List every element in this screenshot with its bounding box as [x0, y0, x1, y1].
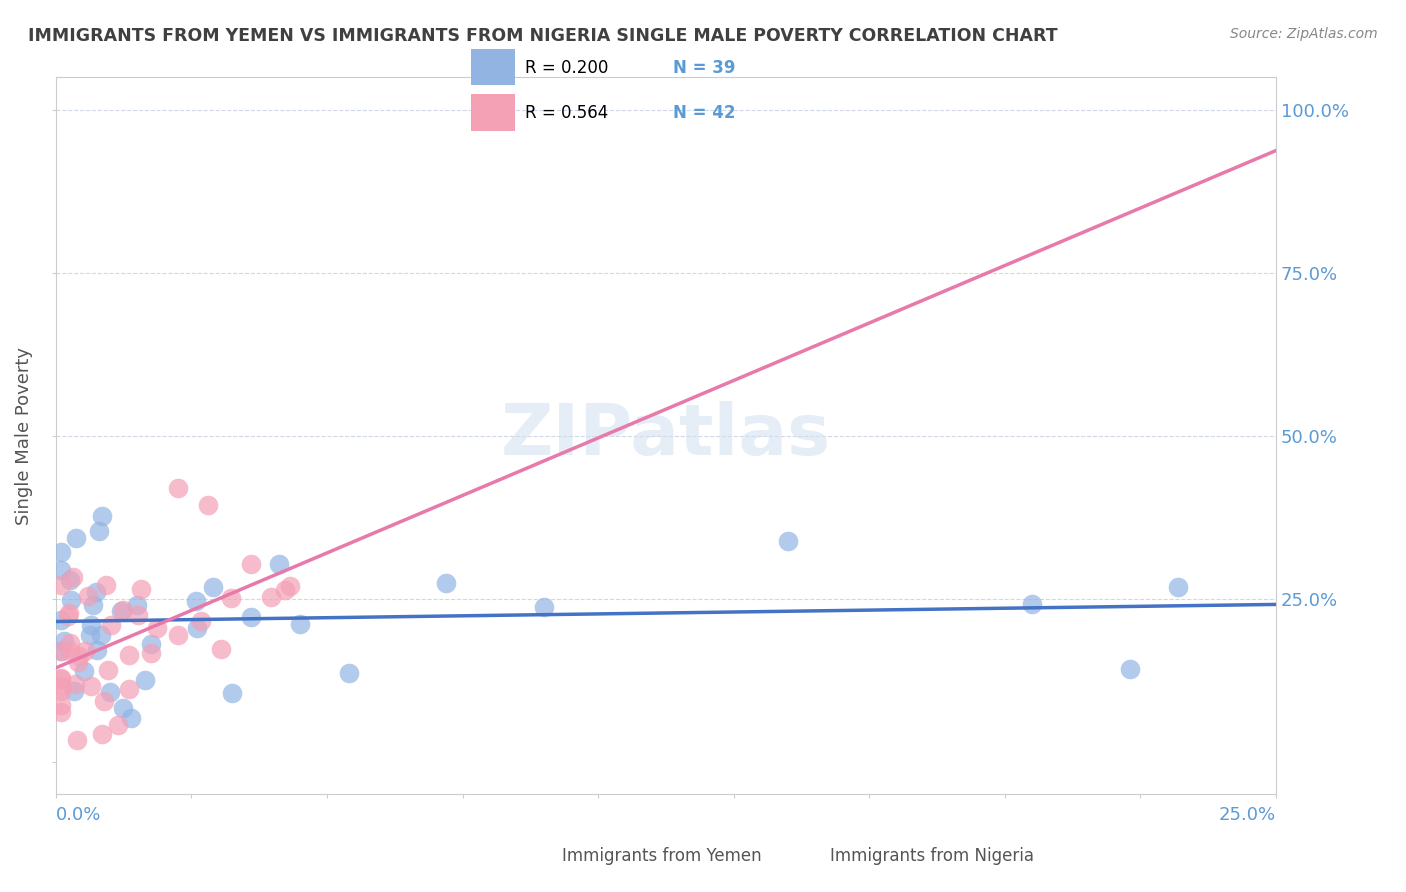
Point	[269, 557, 291, 571]
Point	[62, 570, 84, 584]
Point	[49, 644, 72, 658]
Point	[209, 642, 232, 657]
Point	[49, 672, 72, 686]
Point	[97, 663, 120, 677]
Text: R = 0.564: R = 0.564	[524, 104, 607, 122]
Point	[259, 590, 281, 604]
Point	[66, 655, 89, 669]
Point	[118, 648, 141, 662]
Point	[776, 534, 799, 549]
Point	[49, 563, 72, 577]
Point	[49, 545, 72, 559]
Text: Immigrants from Nigeria: Immigrants from Nigeria	[830, 847, 1033, 865]
Point	[49, 578, 72, 592]
Point	[240, 557, 263, 571]
Point	[434, 576, 457, 591]
Point	[49, 679, 72, 693]
Point	[56, 609, 79, 624]
Point	[82, 599, 104, 613]
Point	[90, 628, 112, 642]
Bar	[471, 94, 515, 130]
Point	[63, 676, 86, 690]
Point	[49, 698, 72, 712]
Point	[98, 685, 121, 699]
Text: N = 42: N = 42	[673, 104, 735, 122]
Point	[118, 681, 141, 696]
Point	[190, 615, 212, 629]
Text: 0.0%: 0.0%	[56, 806, 101, 824]
Text: R = 0.200: R = 0.200	[524, 59, 607, 77]
Point	[134, 673, 156, 687]
Point	[60, 593, 83, 607]
Point	[186, 621, 208, 635]
Point	[288, 616, 311, 631]
Point	[1167, 580, 1189, 594]
Point	[139, 646, 162, 660]
Point	[73, 664, 96, 678]
Point	[49, 644, 72, 658]
Text: 25.0%: 25.0%	[1219, 806, 1277, 824]
Point	[201, 580, 224, 594]
Text: Source: ZipAtlas.com: Source: ZipAtlas.com	[1230, 27, 1378, 41]
Point	[59, 644, 82, 658]
Point	[59, 636, 82, 650]
Point	[221, 686, 243, 700]
Point	[274, 583, 297, 598]
Point	[49, 705, 72, 719]
Point	[533, 599, 555, 614]
Point	[110, 604, 132, 618]
Point	[166, 628, 188, 642]
Point	[167, 481, 190, 495]
Point	[76, 589, 98, 603]
Point	[107, 718, 129, 732]
Point	[86, 642, 108, 657]
Point	[89, 524, 111, 538]
Point	[278, 579, 301, 593]
Point	[141, 637, 163, 651]
Point	[127, 598, 149, 612]
Point	[337, 665, 360, 680]
Point	[146, 621, 169, 635]
Point	[100, 618, 122, 632]
Text: ZIPatlas: ZIPatlas	[501, 401, 831, 470]
Point	[93, 694, 115, 708]
Point	[53, 633, 76, 648]
Point	[111, 603, 134, 617]
Point	[127, 608, 149, 623]
Point	[75, 644, 97, 658]
Point	[186, 594, 208, 608]
Point	[49, 671, 72, 685]
Point	[129, 582, 152, 597]
Point	[66, 733, 89, 747]
Bar	[471, 49, 515, 86]
Text: Immigrants from Yemen: Immigrants from Yemen	[562, 847, 762, 865]
Point	[65, 531, 87, 545]
Point	[111, 701, 134, 715]
Point	[197, 498, 219, 512]
Text: N = 39: N = 39	[673, 59, 735, 77]
Point	[120, 710, 142, 724]
Point	[91, 508, 114, 523]
Point	[67, 648, 90, 663]
Point	[79, 679, 101, 693]
Point	[86, 585, 108, 599]
Point	[63, 684, 86, 698]
Point	[240, 610, 263, 624]
Text: IMMIGRANTS FROM YEMEN VS IMMIGRANTS FROM NIGERIA SINGLE MALE POVERTY CORRELATION: IMMIGRANTS FROM YEMEN VS IMMIGRANTS FROM…	[28, 27, 1057, 45]
Y-axis label: Single Male Poverty: Single Male Poverty	[15, 347, 32, 524]
Point	[49, 684, 72, 698]
Point	[80, 617, 103, 632]
Point	[1118, 662, 1140, 676]
Point	[49, 613, 72, 627]
Point	[1021, 597, 1043, 611]
Point	[59, 573, 82, 587]
Point	[79, 628, 101, 642]
Point	[90, 727, 112, 741]
Point	[221, 591, 243, 606]
Point	[58, 606, 80, 620]
Point	[94, 578, 117, 592]
